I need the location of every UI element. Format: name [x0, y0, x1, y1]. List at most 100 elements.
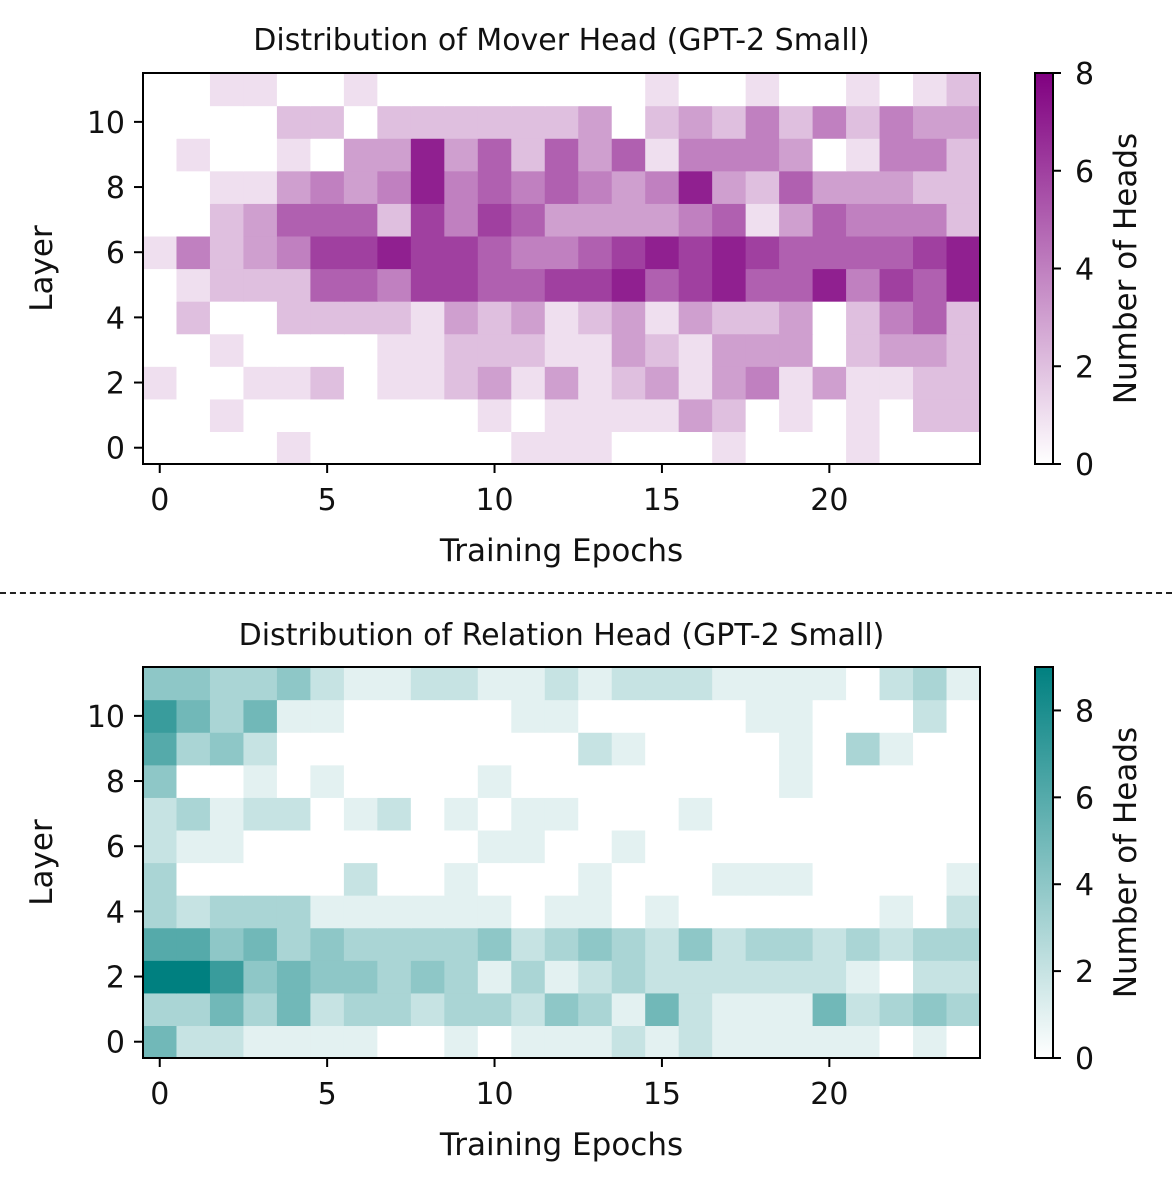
- heatmap-cell: [477, 797, 512, 831]
- heatmap-cell: [879, 732, 914, 766]
- heatmap-cell: [712, 960, 747, 994]
- heatmap-cell: [209, 927, 245, 961]
- heatmap-cell: [209, 73, 245, 107]
- heatmap-cell: [176, 366, 211, 400]
- heatmap-cell: [544, 699, 579, 733]
- heatmap-cell: [343, 829, 378, 864]
- heatmap-cell: [477, 235, 512, 270]
- y-tick-label: 0: [106, 432, 125, 467]
- heatmap-cell: [712, 203, 747, 237]
- heatmap-cell: [745, 895, 780, 929]
- heatmap-cell: [913, 732, 948, 766]
- heatmap-cell: [846, 333, 881, 367]
- heatmap-cell: [645, 862, 680, 896]
- heatmap-cell: [544, 927, 579, 961]
- heatmap-cell: [678, 732, 713, 766]
- heatmap-cell: [444, 138, 479, 172]
- heatmap-cell: [444, 203, 479, 237]
- heatmap-cell: [143, 927, 178, 961]
- heatmap-cell: [745, 431, 780, 465]
- heatmap-cell: [243, 366, 278, 400]
- heatmap-cell: [310, 333, 345, 367]
- heatmap-cell: [310, 301, 345, 335]
- colorbar-tick-label: 8: [1075, 694, 1094, 729]
- heatmap-cell: [913, 829, 948, 864]
- heatmap-cell: [477, 170, 512, 204]
- y-tick-label: 6: [106, 830, 125, 865]
- heatmap-cell: [779, 366, 814, 400]
- heatmap-cell: [611, 992, 646, 1027]
- heatmap-cell: [812, 699, 847, 733]
- heatmap-cell: [946, 431, 981, 465]
- heatmap-cell: [209, 960, 245, 994]
- heatmap-cell: [913, 797, 948, 831]
- heatmap-cell: [913, 268, 948, 302]
- heatmap-cell: [176, 170, 211, 204]
- heatmap-cell: [276, 1025, 311, 1059]
- heatmap-cell: [913, 203, 948, 237]
- heatmap-cell: [511, 301, 546, 335]
- heatmap-cell: [745, 235, 780, 270]
- heatmap-cell: [879, 699, 914, 733]
- heatmap-cell: [678, 301, 713, 335]
- heatmap-cell: [913, 170, 948, 204]
- heatmap-cell: [645, 960, 680, 994]
- heatmap-cell: [444, 829, 479, 864]
- heatmap-cell: [209, 431, 245, 465]
- heatmap-cell: [143, 105, 178, 139]
- heatmap-cell: [310, 1025, 345, 1059]
- heatmap-cell: [444, 732, 479, 766]
- heatmap-cell: [946, 862, 981, 896]
- heatmap-cell: [578, 960, 613, 994]
- heatmap-cell: [678, 895, 713, 929]
- heatmap-cell: [444, 797, 479, 831]
- heatmap-cell: [678, 398, 713, 433]
- heatmap-cell: [477, 829, 512, 864]
- heatmap-cell: [611, 667, 646, 701]
- heatmap-cell: [645, 667, 680, 701]
- heatmap-cell: [143, 1025, 178, 1059]
- heatmap-cell: [879, 333, 914, 367]
- heatmap-cell: [343, 170, 378, 204]
- heatmap-cell: [410, 268, 445, 302]
- heatmap-cell: [578, 895, 613, 929]
- heatmap-cell: [209, 764, 245, 798]
- heatmap-cell: [310, 235, 345, 270]
- heatmap-cell: [343, 398, 378, 433]
- heatmap-cell: [343, 203, 378, 237]
- heatmap-cell: [511, 764, 546, 798]
- heatmap-cell: [343, 895, 378, 929]
- heatmap-cell: [410, 699, 445, 733]
- heatmap-cell: [176, 927, 211, 961]
- heatmap-cell: [276, 170, 311, 204]
- heatmap-cell: [745, 992, 780, 1027]
- heatmap-cell: [611, 138, 646, 172]
- heatmap-cell: [511, 992, 546, 1027]
- heatmap-cell: [143, 797, 178, 831]
- heatmap-cell: [310, 431, 345, 465]
- heatmap-cell: [310, 732, 345, 766]
- heatmap-cell: [745, 960, 780, 994]
- heatmap-cell: [276, 862, 311, 896]
- heatmap-cell: [812, 203, 847, 237]
- heatmap-cell: [276, 431, 311, 465]
- heatmap-cell: [946, 301, 981, 335]
- heatmap-cell: [812, 732, 847, 766]
- heatmap-cell: [678, 138, 713, 172]
- heatmap-cell: [946, 829, 981, 864]
- heatmap-cell: [209, 105, 245, 139]
- heatmap-cell: [343, 73, 378, 107]
- x-tick-label: 10: [475, 483, 513, 518]
- heatmap-cell: [410, 895, 445, 929]
- colorbar-tick-label: 4: [1075, 253, 1094, 288]
- heatmap-cell: [477, 895, 512, 929]
- heatmap-cell: [745, 699, 780, 733]
- heatmap-cell: [377, 431, 412, 465]
- heatmap-cell: [745, 862, 780, 896]
- heatmap-cell: [243, 829, 278, 864]
- heatmap-cell: [846, 895, 881, 929]
- heatmap-cell: [276, 829, 311, 864]
- heatmap-cell: [846, 764, 881, 798]
- heatmap-cell: [779, 138, 814, 172]
